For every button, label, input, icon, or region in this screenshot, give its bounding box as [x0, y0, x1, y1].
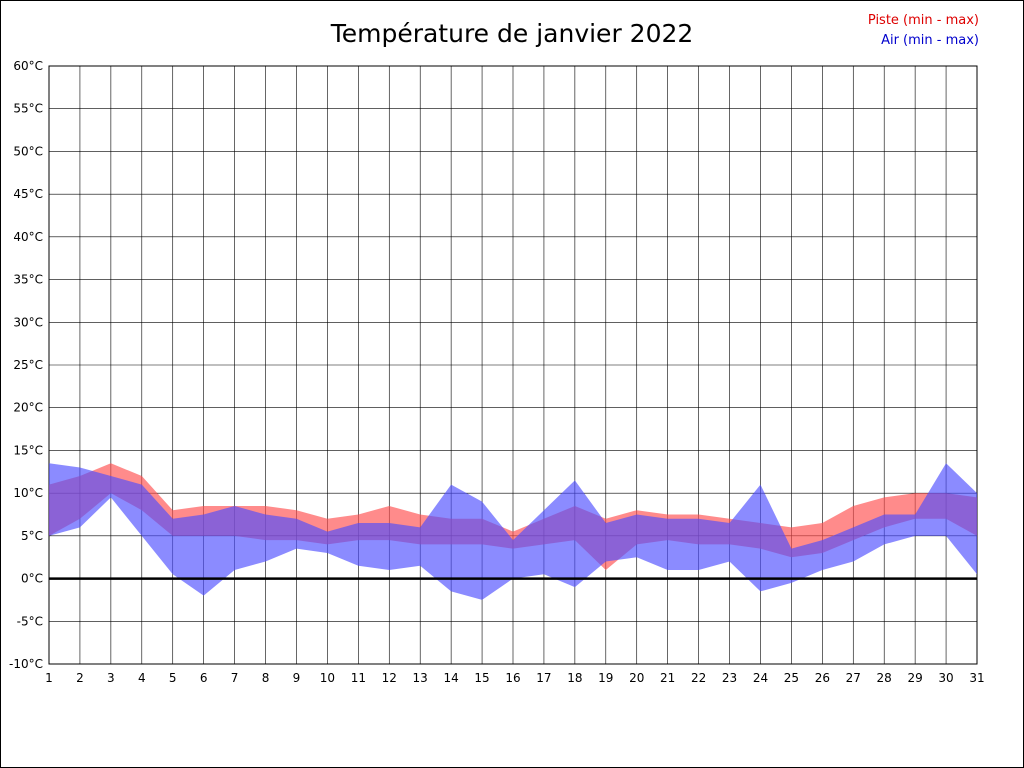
x-tick-label: 10	[320, 671, 335, 685]
x-tick-label: 4	[138, 671, 146, 685]
x-tick-label: 20	[629, 671, 644, 685]
x-tick-label: 5	[169, 671, 177, 685]
x-tick-label: 2	[76, 671, 84, 685]
y-tick-label: 25°C	[13, 358, 43, 372]
y-tick-label: 55°C	[13, 102, 43, 116]
y-tick-label: -10°C	[9, 657, 43, 671]
x-tick-label: 8	[262, 671, 270, 685]
x-tick-label: 12	[382, 671, 397, 685]
y-tick-label: 45°C	[13, 187, 43, 201]
x-tick-label: 6	[200, 671, 208, 685]
x-tick-label: 15	[474, 671, 489, 685]
x-tick-label: 1	[45, 671, 53, 685]
x-tick-label: 16	[505, 671, 520, 685]
y-tick-label: 10°C	[13, 486, 43, 500]
y-tick-label: 35°C	[13, 273, 43, 287]
x-tick-label: 23	[722, 671, 737, 685]
y-tick-label: 15°C	[13, 443, 43, 457]
y-tick-label: -5°C	[17, 614, 43, 628]
legend-item-air: Air (min - max)	[881, 33, 979, 48]
x-tick-label: 26	[815, 671, 830, 685]
x-tick-label: 21	[660, 671, 675, 685]
x-tick-label: 18	[567, 671, 582, 685]
y-tick-label: 5°C	[21, 529, 43, 543]
y-tick-label: 30°C	[13, 315, 43, 329]
x-tick-label: 29	[907, 671, 922, 685]
x-tick-label: 25	[784, 671, 799, 685]
x-tick-label: 19	[598, 671, 613, 685]
y-tick-label: 0°C	[21, 572, 43, 586]
x-tick-label: 9	[293, 671, 301, 685]
air-band	[49, 463, 977, 600]
x-tick-label: 27	[846, 671, 861, 685]
y-tick-label: 40°C	[13, 230, 43, 244]
x-tick-label: 14	[443, 671, 458, 685]
x-tick-label: 13	[413, 671, 428, 685]
x-tick-label: 30	[938, 671, 953, 685]
plot-border	[48, 65, 978, 665]
legend-item-piste: Piste (min - max)	[867, 13, 979, 28]
x-tick-label: 24	[753, 671, 768, 685]
x-tick-label: 22	[691, 671, 706, 685]
y-tick-label: 50°C	[13, 144, 43, 158]
chart-legend: Piste (min - max) Air (min - max)	[868, 11, 979, 51]
x-tick-label: 28	[877, 671, 892, 685]
x-tick-label: 17	[536, 671, 551, 685]
x-tick-label: 3	[107, 671, 115, 685]
y-tick-label: 60°C	[13, 59, 43, 73]
y-tick-label: 20°C	[13, 401, 43, 415]
chart-title: Température de janvier 2022	[330, 19, 694, 48]
x-tick-label: 31	[969, 671, 984, 685]
x-tick-label: 7	[231, 671, 239, 685]
x-tick-label: 11	[351, 671, 366, 685]
